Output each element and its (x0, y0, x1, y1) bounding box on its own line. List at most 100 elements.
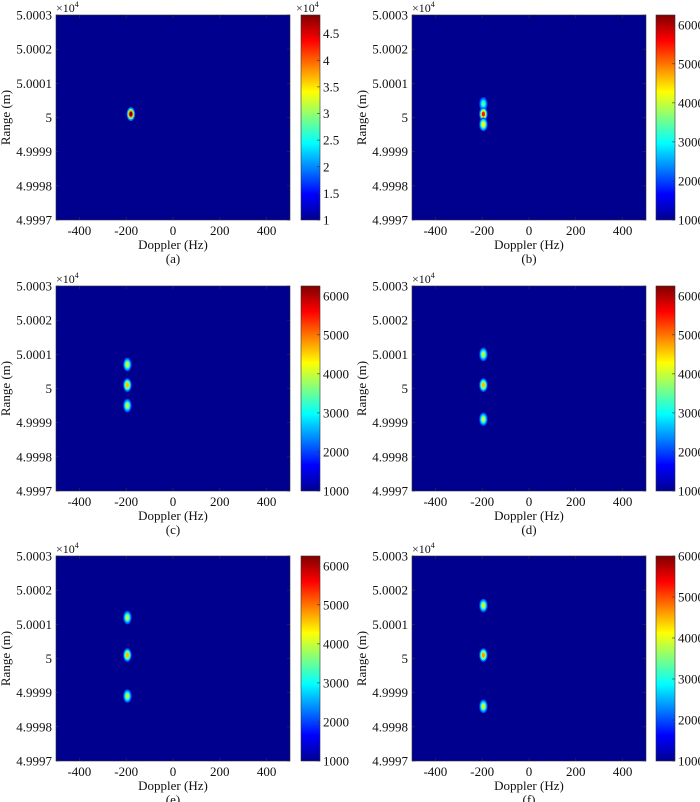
x-tick-label: -200 (470, 764, 494, 779)
colorbar-tick-label: 2 (323, 159, 330, 174)
y-tick-label: 5.0002 (16, 42, 52, 57)
colorbar-tick-label: 2000 (323, 714, 349, 729)
x-axis-label: Doppler (Hz) (494, 778, 564, 793)
target-blob (479, 412, 488, 427)
y-tick-label: 4.9999 (16, 415, 52, 430)
panel-c: -400 -200 0 200 400 4.9997 4.9998 4.9999 5 5.0001… (0, 271, 349, 537)
colorbar-tick-label: 1000 (323, 484, 349, 499)
y-multiplier: ×104 (412, 541, 435, 556)
y-tick-label: 4.9997 (16, 484, 52, 499)
panel-label: (f) (523, 792, 536, 802)
colorbar-tick-label: 4000 (678, 95, 700, 110)
colorbar-tick-label: 5000 (678, 327, 700, 342)
x-tick-label: -200 (114, 223, 138, 238)
y-multiplier: ×104 (412, 0, 435, 15)
y-tick-label: 5.0002 (372, 42, 408, 57)
x-tick-label: 0 (526, 223, 533, 238)
x-tick-label: 200 (210, 764, 230, 779)
y-tick-label: 5.0003 (16, 8, 52, 23)
panel-e: -400 -200 0 200 400 4.9997 4.9998 4.9999 5 5.0001… (0, 541, 349, 802)
x-tick-label: 200 (566, 223, 586, 238)
target-blob (123, 648, 132, 662)
y-tick-label: 4.9997 (372, 754, 408, 769)
x-tick-label: -400 (67, 764, 91, 779)
heatmap-background (56, 556, 290, 761)
target-blob (123, 610, 132, 625)
colorbar-tick-label: 6000 (323, 558, 349, 573)
colorbar: 1 1.5 2 2.5 3 3.5 4 4.5 ×104 (296, 0, 339, 228)
panel-f: -400 -200 0 200 400 4.9997 4.9998 4.9999 5 5.0001… (354, 541, 700, 802)
colorbar-gradient (655, 285, 676, 492)
colorbar-tick-label: 1.5 (323, 186, 339, 201)
x-axis-label: Doppler (Hz) (138, 508, 208, 523)
colorbar-tick-label: 3000 (323, 405, 349, 420)
target-blob (123, 689, 132, 703)
y-tick-label: 5.0002 (372, 583, 408, 598)
heatmap-background (56, 286, 290, 491)
y-tick-label: 4.9999 (372, 685, 408, 700)
y-tick-label: 5 (46, 381, 53, 396)
colorbar-tick-label: 3000 (678, 134, 700, 149)
x-tick-label: -200 (470, 494, 494, 509)
heatmap-background (412, 286, 646, 491)
y-tick-label: 5.0001 (372, 347, 408, 362)
x-axis-label: Doppler (Hz) (494, 508, 564, 523)
x-tick-label: -400 (67, 223, 91, 238)
panel-d: -400 -200 0 200 400 4.9997 4.9998 4.9999 5 5.0001… (354, 271, 700, 537)
y-tick-label: 5.0001 (372, 617, 408, 632)
colorbar-gradient (300, 285, 321, 492)
target-blob (479, 117, 488, 132)
y-multiplier: ×104 (56, 0, 79, 15)
y-tick-label: 4.9998 (16, 719, 52, 734)
x-tick-label: 0 (526, 764, 533, 779)
colorbar-tick-label: 3000 (678, 405, 700, 420)
target-blob (479, 378, 488, 392)
x-tick-label: 0 (170, 764, 177, 779)
colorbar-tick-label: 4 (323, 53, 330, 68)
y-tick-label: 4.9999 (16, 144, 52, 159)
colorbar: 1000 2000 3000 4000 5000 6000 (300, 285, 349, 499)
colorbar-tick-label: 2000 (678, 713, 700, 728)
target-blob (479, 699, 488, 714)
colorbar-tick-label: 6000 (678, 288, 700, 303)
y-axis-label: Range (m) (354, 631, 369, 686)
x-tick-label: 400 (613, 764, 633, 779)
colorbar-tick-label: 2000 (678, 444, 700, 459)
x-tick-label: -200 (470, 223, 494, 238)
colorbar-tick-label: 5000 (323, 327, 349, 342)
y-tick-label: 5.0002 (16, 583, 52, 598)
x-tick-label: 200 (566, 764, 586, 779)
x-tick-label: -200 (114, 764, 138, 779)
colorbar-tick-label: 1000 (678, 484, 700, 499)
x-tick-label: -400 (423, 764, 447, 779)
colorbar-tick-label: 4000 (323, 366, 349, 381)
y-tick-label: 5 (402, 110, 409, 125)
x-tick-label: 400 (257, 223, 277, 238)
y-axis-label: Range (m) (0, 631, 13, 686)
colorbar-tick-label: 6000 (323, 288, 349, 303)
colorbar-tick-label: 3000 (678, 672, 700, 687)
y-tick-label: 4.9999 (372, 144, 408, 159)
x-tick-label: -400 (423, 223, 447, 238)
target-blob (123, 357, 132, 372)
colorbar: 1000 2000 3000 4000 5000 6000 (300, 555, 349, 769)
colorbar-tick-label: 3.5 (323, 79, 339, 94)
colorbar-tick-label: 4000 (678, 631, 700, 646)
x-axis-label: Doppler (Hz) (138, 237, 208, 252)
y-tick-label: 4.9998 (372, 178, 408, 193)
target-blob (126, 107, 136, 121)
colorbar-tick-label: 1 (323, 213, 330, 228)
y-multiplier: ×104 (56, 271, 79, 286)
y-tick-label: 4.9997 (372, 213, 408, 228)
y-tick-label: 4.9998 (16, 449, 52, 464)
colorbar: 1000 2000 3000 4000 5000 6000 (655, 14, 700, 228)
x-tick-label: -400 (67, 494, 91, 509)
colorbar-multiplier: ×104 (296, 0, 319, 15)
y-tick-label: 4.9998 (372, 719, 408, 734)
x-tick-label: 400 (613, 494, 633, 509)
y-multiplier: ×104 (412, 271, 435, 286)
x-tick-label: -200 (114, 494, 138, 509)
target-blob (479, 107, 488, 121)
x-tick-label: -400 (423, 494, 447, 509)
